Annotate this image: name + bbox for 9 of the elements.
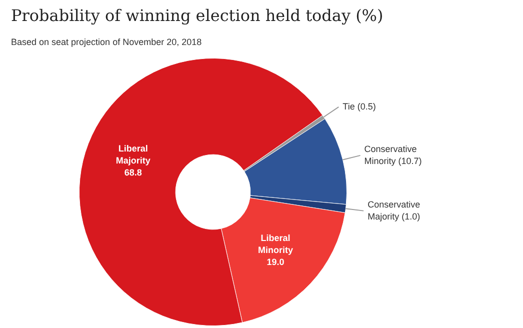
slice-label: Liberal Minority (258, 232, 293, 255)
slice-label: Conservative Majority (1.0) (368, 199, 420, 222)
data-label: 19.0 (266, 256, 284, 267)
chart-title: Probability of winning election held today (%) (11, 6, 384, 25)
slice-label: Conservative Minority (10.7) (364, 144, 422, 166)
chart-subtitle: Based on seat projection of November 20, 2018 (11, 37, 202, 47)
slice-label: Tie (0.5) (342, 101, 376, 112)
slice-label: Liberal Majority (116, 144, 150, 166)
data-label: 68.8 (124, 168, 142, 178)
